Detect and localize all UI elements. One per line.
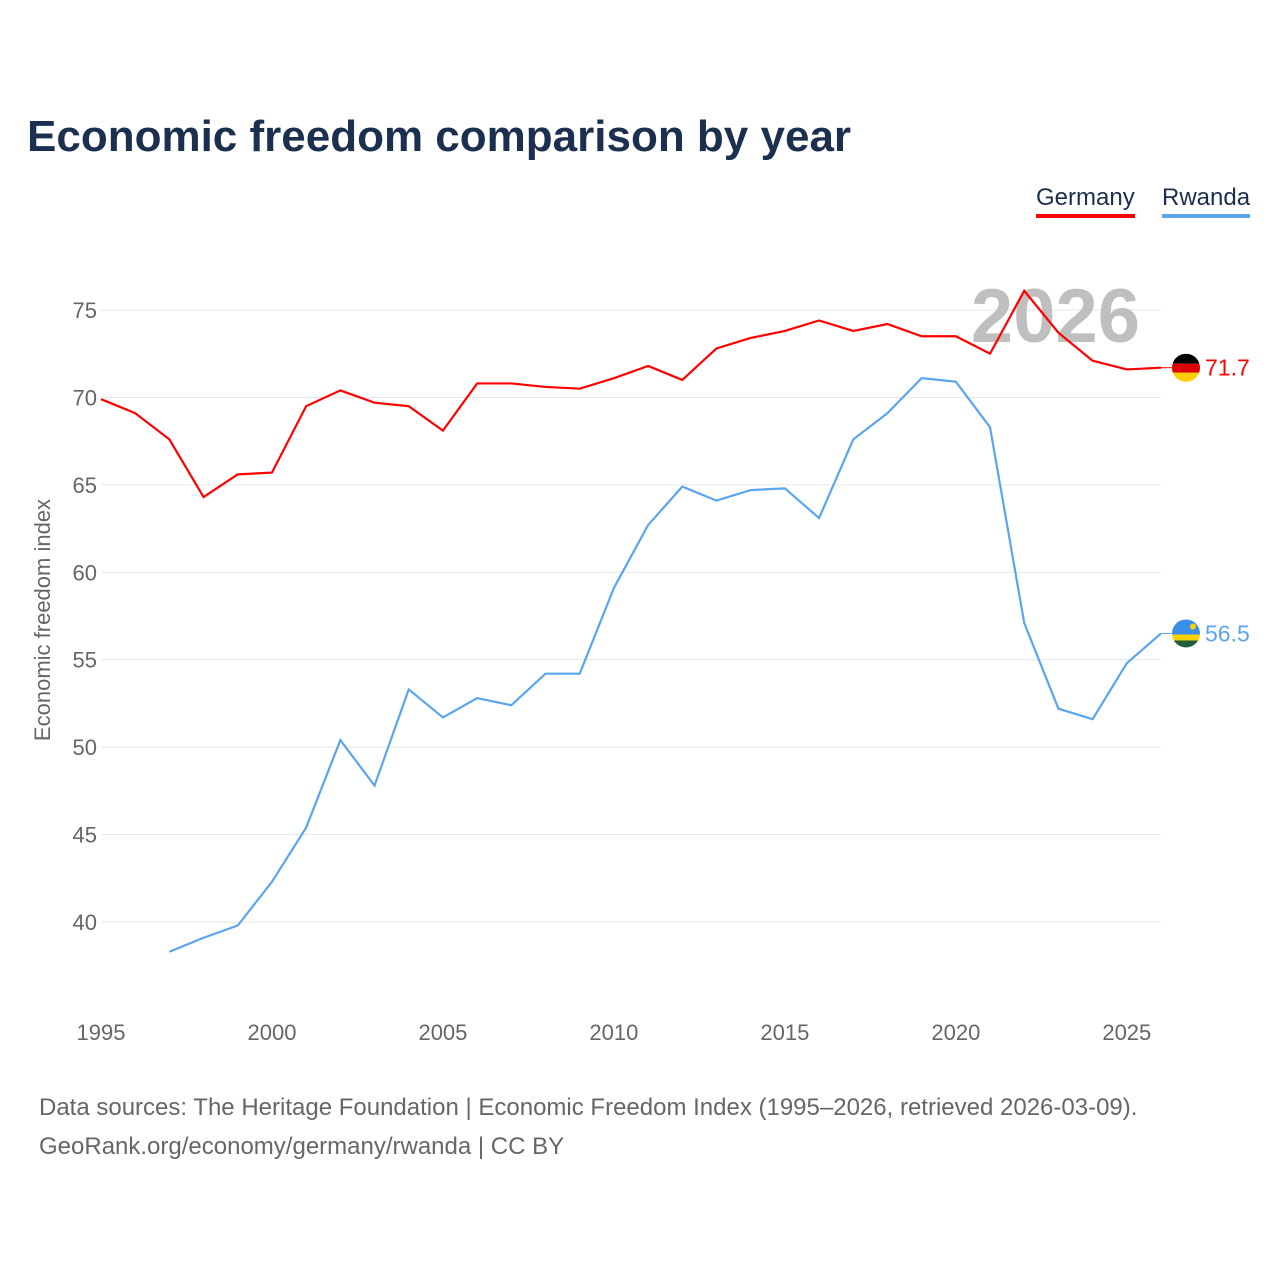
germany-flag-icon	[1172, 353, 1200, 382]
end-value-label: 56.5	[1205, 620, 1250, 646]
rwanda-flag-icon	[1172, 619, 1200, 648]
y-tick-label: 70	[73, 385, 97, 410]
y-tick-label: 40	[73, 910, 97, 935]
source-link[interactable]: GeoRank.org/economy/germany/rwanda | CC …	[39, 1133, 565, 1160]
y-tick-label: 50	[73, 735, 97, 760]
x-tick-label: 2000	[247, 1020, 296, 1045]
x-tick-label: 1995	[77, 1020, 126, 1045]
x-tick-label: 2005	[418, 1020, 467, 1045]
x-tick-label: 2010	[589, 1020, 638, 1045]
footer: Data sources: The Heritage Foundation | …	[39, 1088, 1137, 1166]
source-text: Data sources: The Heritage Foundation | …	[39, 1094, 1138, 1121]
y-tick-label: 75	[73, 298, 97, 323]
y-tick-label: 55	[73, 648, 97, 673]
series-line-rwanda	[168, 377, 1162, 953]
year-watermark: 2026	[971, 274, 1140, 359]
chart-title: Economic freedom comparison by year	[27, 112, 852, 161]
y-tick-label: 65	[73, 473, 97, 498]
x-tick-label: 2020	[931, 1020, 980, 1045]
legend-germany[interactable]: Germany	[1036, 184, 1135, 218]
legend-rwanda[interactable]: Rwanda	[1162, 184, 1251, 218]
x-tick-label: 2015	[760, 1020, 809, 1045]
y-tick-label: 60	[73, 560, 97, 585]
y-tick-label: 45	[73, 823, 97, 848]
x-tick-label: 2025	[1102, 1020, 1151, 1045]
series-line-germany	[100, 288, 1162, 499]
y-axis-label: Economic freedom index	[30, 499, 55, 741]
end-value-label: 71.7	[1205, 355, 1250, 381]
